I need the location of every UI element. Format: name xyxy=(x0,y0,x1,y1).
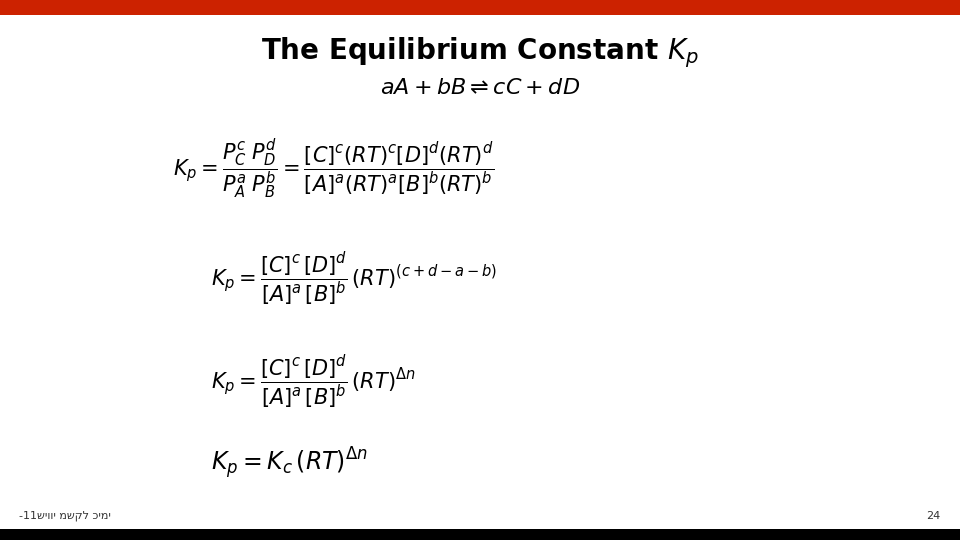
Text: The Equilibrium Constant $K_p$: The Equilibrium Constant $K_p$ xyxy=(261,35,699,70)
Bar xyxy=(0,0,960,15)
Text: $K_p = \dfrac{P_C^c\; P_D^d}{P_A^a\; P_B^b} = \dfrac{[C]^c(RT)^c[D]^d(RT)^d}{[A]: $K_p = \dfrac{P_C^c\; P_D^d}{P_A^a\; P_B… xyxy=(173,138,493,201)
Text: $K_p = K_c\,(RT)^{\Delta n}$: $K_p = K_c\,(RT)^{\Delta n}$ xyxy=(211,446,369,481)
Text: $K_p = \dfrac{[C]^c\,[D]^d}{[A]^a\,[B]^b}\,(RT)^{\Delta n}$: $K_p = \dfrac{[C]^c\,[D]^d}{[A]^a\,[B]^b… xyxy=(211,354,416,411)
Text: 24: 24 xyxy=(926,511,941,521)
Text: $aA + bB \rightleftharpoons cC + dD$: $aA + bB \rightleftharpoons cC + dD$ xyxy=(380,78,580,98)
Bar xyxy=(0,529,960,540)
Text: -11שיווי משקל כימי: -11שיווי משקל כימי xyxy=(19,511,111,521)
Text: $K_p = \dfrac{[C]^c\,[D]^d}{[A]^a\,[B]^b}\,(RT)^{(c+d-a-b)}$: $K_p = \dfrac{[C]^c\,[D]^d}{[A]^a\,[B]^b… xyxy=(211,251,497,308)
